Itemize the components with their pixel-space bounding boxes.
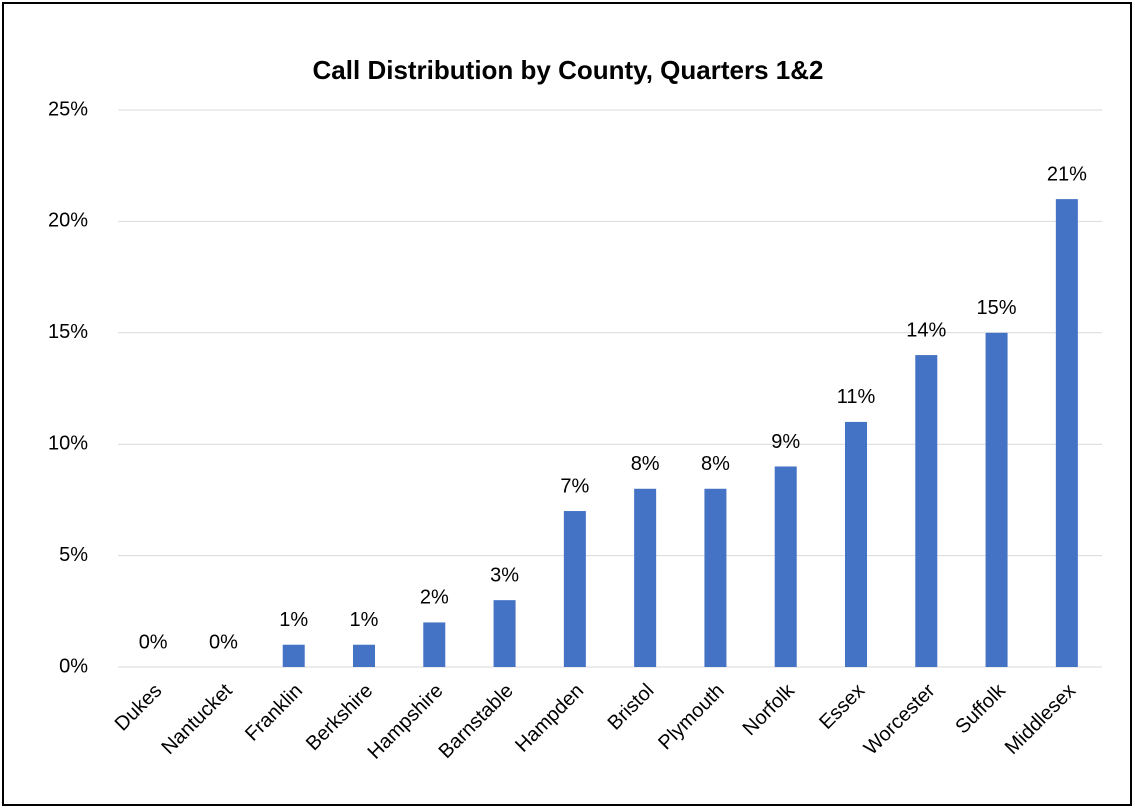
y-tick-label: 15% bbox=[48, 321, 88, 343]
bar bbox=[634, 488, 657, 667]
data-label: 15% bbox=[977, 297, 1017, 319]
y-tick-label: 25% bbox=[48, 98, 88, 120]
data-label: 9% bbox=[771, 431, 800, 453]
data-label: 11% bbox=[837, 386, 876, 408]
data-label: 8% bbox=[631, 453, 660, 475]
chart-title: Call Distribution by County, Quarters 1&… bbox=[313, 55, 824, 85]
data-label: 1% bbox=[350, 609, 379, 631]
bar bbox=[985, 332, 1008, 667]
data-label: 1% bbox=[279, 609, 308, 631]
bar bbox=[845, 421, 867, 667]
bar bbox=[704, 488, 727, 667]
y-tick-label: 5% bbox=[59, 544, 88, 566]
y-tick-label: 0% bbox=[59, 655, 88, 677]
data-label: 0% bbox=[139, 631, 168, 653]
bar bbox=[774, 466, 797, 667]
bar bbox=[915, 355, 938, 667]
bar bbox=[282, 644, 305, 667]
bar bbox=[493, 600, 516, 667]
bar bbox=[423, 622, 446, 667]
y-tick-label: 20% bbox=[48, 210, 88, 232]
bar bbox=[563, 511, 586, 667]
data-label: 7% bbox=[560, 475, 589, 497]
y-tick-label: 10% bbox=[48, 432, 88, 454]
bar bbox=[1055, 199, 1078, 667]
data-label: 8% bbox=[701, 453, 730, 475]
bar bbox=[353, 644, 375, 667]
data-label: 3% bbox=[490, 564, 519, 586]
data-label: 21% bbox=[1047, 163, 1087, 185]
data-label: 0% bbox=[209, 631, 238, 653]
data-label: 2% bbox=[420, 587, 449, 609]
data-label: 14% bbox=[906, 319, 946, 341]
